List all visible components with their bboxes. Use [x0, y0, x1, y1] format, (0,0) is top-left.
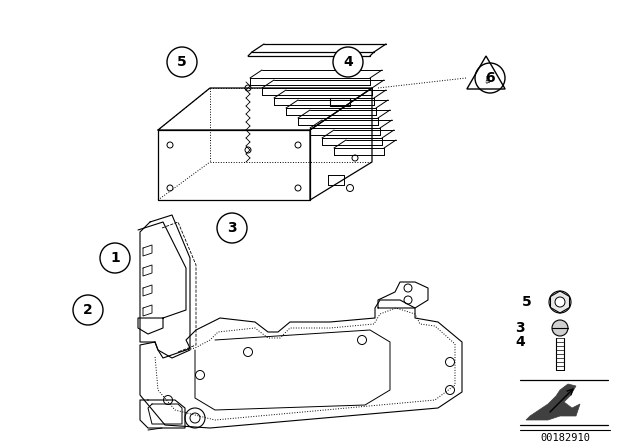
Circle shape [167, 47, 197, 77]
Text: !: ! [484, 76, 488, 86]
Circle shape [552, 320, 568, 336]
Text: 4: 4 [343, 55, 353, 69]
Text: 4: 4 [515, 335, 525, 349]
Text: 5: 5 [522, 295, 532, 309]
Text: 00182910: 00182910 [540, 433, 590, 443]
Circle shape [73, 295, 103, 325]
Text: 3: 3 [515, 321, 525, 335]
Polygon shape [526, 384, 580, 420]
Text: 6: 6 [485, 71, 495, 85]
Circle shape [555, 297, 565, 307]
Text: 3: 3 [227, 221, 237, 235]
Text: 2: 2 [83, 303, 93, 317]
Text: 1: 1 [110, 251, 120, 265]
Circle shape [333, 47, 363, 77]
Circle shape [549, 291, 571, 313]
Text: ≈: ≈ [484, 79, 490, 85]
Text: 5: 5 [177, 55, 187, 69]
Circle shape [100, 243, 130, 273]
Circle shape [217, 213, 247, 243]
Circle shape [475, 63, 505, 93]
